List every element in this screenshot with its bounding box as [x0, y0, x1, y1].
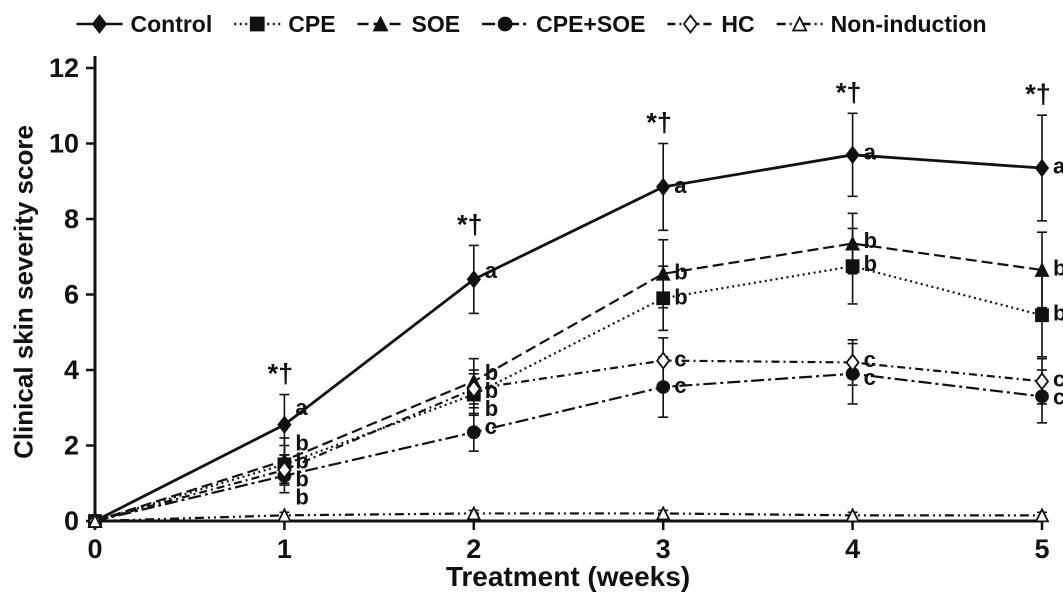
point-letter-label: a	[674, 173, 687, 198]
legend-item-cpe: CPE	[234, 11, 336, 37]
triangle-marker	[276, 507, 292, 523]
x-tick-label: 2	[466, 534, 481, 564]
legend: Control CPE SOE CPE+SOE HC Non-induction	[76, 11, 987, 37]
x-tick-label: 3	[656, 534, 671, 564]
point-letter-label: c	[1053, 385, 1063, 410]
series-hc	[87, 337, 1050, 531]
triangle-marker	[655, 265, 671, 281]
point-letter-label: b	[295, 431, 308, 456]
x-axis-label: Treatment (weeks)	[445, 561, 691, 592]
diamond-marker	[466, 270, 481, 289]
diamond-marker	[277, 415, 292, 435]
diamond-marker	[656, 177, 671, 197]
soe-legend-marker-icon	[372, 15, 389, 32]
y-tick-label: 12	[49, 53, 79, 83]
x-tick-label: 5	[1034, 534, 1049, 564]
diamond-marker	[1034, 372, 1050, 391]
point-letter-label: b	[295, 467, 308, 492]
y-tick-label: 8	[64, 204, 79, 234]
triangle-marker	[845, 235, 861, 251]
legend-item-hc: HC	[667, 11, 755, 37]
significance-marker: *†	[646, 108, 672, 138]
point-letter-label: b	[1053, 255, 1063, 280]
legend-label: HC	[721, 11, 754, 37]
point-letter-label: b	[485, 378, 498, 403]
square-marker	[1035, 308, 1049, 323]
series-cpe-soe	[88, 342, 1049, 528]
point-letter-label: a	[864, 139, 877, 164]
point-letter-label: b	[1053, 301, 1063, 326]
y-tick-label: 6	[64, 280, 79, 310]
x-tick-label: 4	[845, 534, 860, 564]
point-letter-label: b	[864, 251, 877, 276]
cpe-soe-legend-marker-icon	[497, 16, 513, 32]
point-letter-label: a	[485, 258, 498, 283]
diamond-marker	[466, 379, 481, 399]
legend-item-non-induction: Non-induction	[776, 11, 987, 37]
diamond-marker	[656, 351, 671, 370]
triangle-marker	[1034, 261, 1050, 277]
cpe-legend-marker-icon	[249, 16, 265, 32]
significance-marker: *†	[836, 77, 862, 107]
legend-label: Non-induction	[831, 11, 987, 37]
y-axis-label: Clinical skin severity score	[8, 125, 39, 459]
point-letter-label: b	[295, 449, 308, 474]
point-letter-label: c	[864, 365, 876, 390]
x-tick-label: 1	[277, 534, 292, 564]
diamond-marker	[277, 460, 292, 480]
triangle-marker	[87, 512, 103, 528]
legend-label: Control	[130, 11, 212, 37]
point-letter-label: b	[674, 284, 687, 309]
point-letter-label: b	[485, 396, 498, 421]
legend-item-cpe-soe: CPE+SOE	[482, 11, 645, 37]
point-letter-label: c	[864, 347, 876, 372]
diamond-marker	[845, 353, 860, 372]
point-letter-label: b	[485, 360, 498, 385]
point-letter-label: c	[674, 347, 686, 372]
triangle-marker	[845, 507, 861, 523]
legend-item-soe: SOE	[357, 11, 461, 37]
series-non-induction	[87, 505, 1050, 528]
point-letter-label: b	[295, 485, 308, 510]
point-letter-label: b	[674, 260, 687, 285]
x-tick-label: 0	[87, 534, 102, 564]
point-letter-label: c	[674, 373, 686, 398]
y-tick-label: 4	[64, 355, 79, 385]
point-letter-label: c	[1053, 367, 1063, 392]
legend-label: CPE	[288, 11, 335, 37]
legend-label: SOE	[412, 11, 461, 37]
legend-item-control: Control	[76, 11, 212, 37]
point-letter-label: c	[485, 414, 497, 439]
significance-marker: *†	[1025, 79, 1051, 109]
y-tick-label: 2	[64, 431, 79, 461]
point-letter-label: a	[295, 395, 308, 420]
significance-marker: *†	[268, 359, 294, 389]
hc-legend-marker-icon	[682, 14, 699, 34]
series-control	[87, 112, 1050, 531]
diamond-marker	[1034, 158, 1050, 178]
circle-marker	[466, 425, 481, 440]
point-letter-label: a	[1053, 153, 1063, 178]
point-letter-label: b	[864, 228, 877, 253]
non-induction-legend-marker-icon	[791, 15, 808, 32]
y-tick-label: 0	[64, 506, 79, 536]
triangle-marker	[1034, 507, 1050, 523]
series-cpe	[88, 227, 1049, 528]
control-legend-marker-icon	[91, 14, 108, 34]
legend-label: CPE+SOE	[536, 11, 645, 37]
diamond-marker	[845, 145, 860, 165]
triangle-marker	[655, 505, 671, 521]
y-tick-label: 10	[49, 129, 79, 159]
triangle-marker	[466, 505, 482, 521]
significance-marker: *†	[457, 209, 483, 239]
